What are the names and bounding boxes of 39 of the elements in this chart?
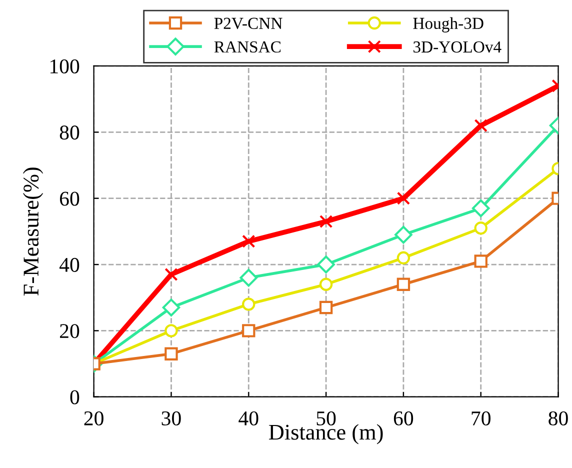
- y-tick-label: 20: [60, 324, 80, 338]
- point: [396, 278, 410, 291]
- y-tick-label: 100: [50, 59, 80, 74]
- legend-label: Hough-3D: [413, 17, 484, 32]
- x-tick-label: 80: [548, 411, 568, 426]
- x-tick-label: 30: [162, 411, 181, 426]
- point: [242, 234, 256, 248]
- legend-label: P2V-CNN: [214, 18, 282, 30]
- y-tick-label: 0: [70, 390, 80, 404]
- point: [472, 199, 490, 218]
- point: [164, 324, 178, 338]
- point: [474, 254, 488, 268]
- point: [396, 251, 410, 264]
- point: [317, 256, 335, 274]
- y-tick-label: 60: [60, 192, 80, 206]
- legend-label: RANSAC: [214, 41, 281, 53]
- y-tick-label: 80: [60, 126, 80, 140]
- point: [242, 298, 256, 311]
- x-axis-title: Distance (m): [268, 424, 383, 444]
- point: [242, 324, 256, 338]
- point: [164, 347, 178, 360]
- point: [394, 226, 412, 244]
- x-tick-label: 40: [238, 411, 258, 426]
- point: [319, 300, 333, 314]
- point: [240, 268, 258, 287]
- x-tick-label: 50: [316, 411, 336, 426]
- point: [319, 278, 333, 291]
- point: [474, 222, 488, 235]
- x-tick-label: 60: [394, 411, 414, 426]
- point: [162, 298, 180, 316]
- point: [164, 268, 178, 282]
- point: [319, 214, 333, 228]
- x-tick-label: 70: [472, 411, 490, 426]
- point: [474, 118, 488, 132]
- point: [396, 192, 410, 205]
- x-tick-label: 20: [84, 411, 104, 426]
- y-axis-title: F-Measure(%): [22, 168, 44, 296]
- legend-label: 3D-YOLOv4: [413, 41, 502, 53]
- y-tick-label: 40: [59, 258, 80, 272]
